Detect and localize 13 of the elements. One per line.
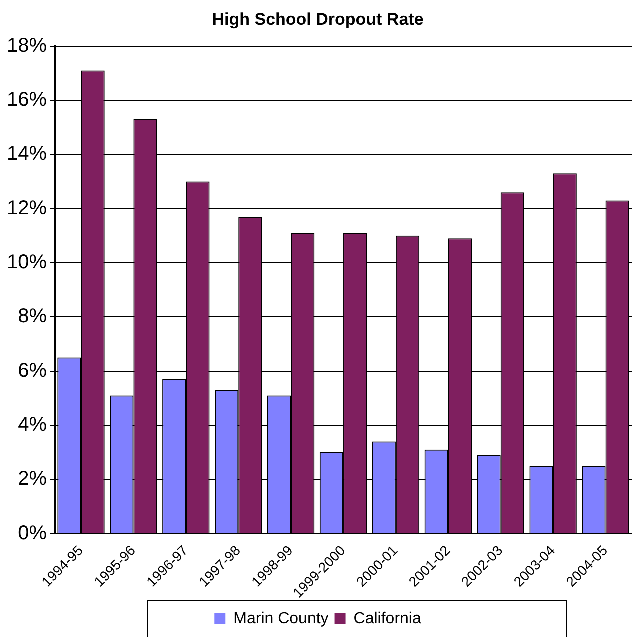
legend-label: California bbox=[354, 610, 422, 628]
y-tick-label: 14% bbox=[7, 143, 48, 166]
chart-title: High School Dropout Rate bbox=[212, 10, 424, 29]
y-tick-label: 12% bbox=[7, 197, 48, 220]
y-tick-label: 4% bbox=[18, 414, 48, 436]
y-tick-label: 18% bbox=[7, 34, 48, 57]
y-tick-label: 2% bbox=[18, 468, 48, 490]
legend-label: Marin County bbox=[234, 610, 329, 628]
y-tick-label: 0% bbox=[18, 522, 48, 544]
y-tick-label: 8% bbox=[18, 306, 48, 328]
y-tick-label: 10% bbox=[7, 252, 48, 274]
y-tick-label: 6% bbox=[18, 360, 48, 382]
y-tick-label: 16% bbox=[7, 89, 48, 112]
